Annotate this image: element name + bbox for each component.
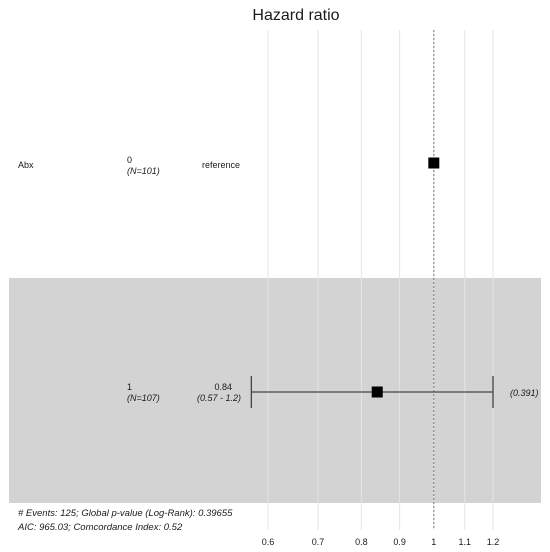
hazard-ratio-marker bbox=[428, 157, 440, 169]
x-tick-label: 0.6 bbox=[262, 537, 275, 547]
row-estimate-label: 0.84 bbox=[214, 382, 232, 392]
row-level-label: 0 bbox=[127, 155, 132, 165]
row-band-level-0 bbox=[9, 30, 541, 278]
row-band-level-1 bbox=[9, 278, 541, 503]
row-n-label: (N=107) bbox=[127, 393, 160, 403]
row-n-label: (N=101) bbox=[127, 166, 160, 176]
variable-label: Abx bbox=[18, 160, 34, 170]
row-estimate-label: reference bbox=[202, 160, 240, 170]
x-tick-label: 1.2 bbox=[487, 537, 500, 547]
footer-aic: AIC: 965.03; Comcordance Index: 0.52 bbox=[18, 522, 183, 533]
x-axis-ticks: 0.6 0.7 0.8 0.9 1 1.1 1.2 bbox=[262, 537, 500, 547]
row-p-value-label: (0.391) bbox=[510, 388, 539, 398]
x-tick-label: 1 bbox=[431, 537, 436, 547]
x-tick-label: 0.8 bbox=[355, 537, 368, 547]
x-tick-label: 0.7 bbox=[312, 537, 325, 547]
x-tick-label: 1.1 bbox=[458, 537, 471, 547]
footer-events: # Events: 125; Global p-value (Log-Rank)… bbox=[18, 508, 233, 519]
row-ci-label: (0.57 - 1.2) bbox=[197, 393, 241, 403]
x-tick-label: 0.9 bbox=[393, 537, 406, 547]
row-level-label: 1 bbox=[127, 382, 132, 392]
hazard-ratio-marker bbox=[371, 386, 383, 398]
chart-title: Hazard ratio bbox=[252, 7, 339, 24]
